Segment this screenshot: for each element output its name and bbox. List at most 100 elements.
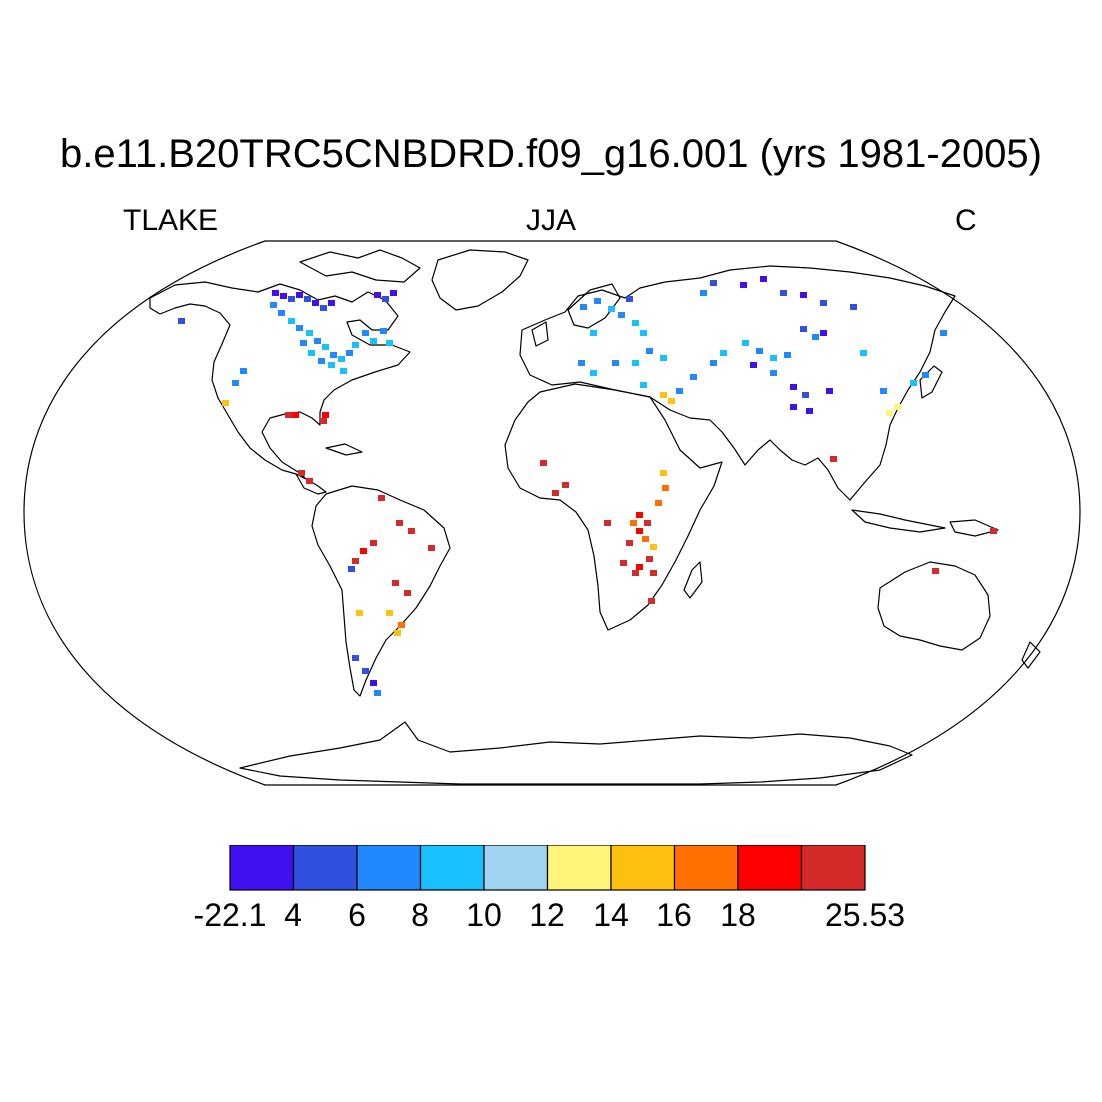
lake-cell: [740, 282, 747, 288]
lake-cell: [340, 368, 347, 374]
lake-cell: [650, 570, 657, 576]
lake-cell: [300, 340, 307, 346]
lake-cell: [322, 412, 329, 418]
lake-cell: [880, 388, 887, 394]
lake-cell: [720, 350, 727, 356]
lake-cell: [330, 352, 337, 358]
lake-cell: [338, 356, 345, 362]
lake-cell: [662, 485, 669, 491]
lake-cell: [322, 344, 329, 350]
lake-cell: [922, 372, 929, 378]
colorbar-swatch: [419, 845, 485, 891]
lake-cell: [668, 398, 675, 404]
lake-cell: [270, 302, 277, 308]
lake-cell: [618, 312, 625, 318]
lake-cell: [802, 392, 809, 398]
coast-africa: [504, 383, 723, 631]
lake-cell: [760, 276, 767, 282]
coast-madagascar: [683, 561, 703, 599]
lake-cell: [700, 290, 707, 296]
lake-cell: [362, 668, 369, 674]
lake-cell: [320, 305, 327, 311]
lake-cell: [390, 290, 397, 296]
lake-cell: [308, 350, 315, 356]
lake-cell: [800, 292, 807, 298]
lake-cell: [770, 355, 777, 361]
lake-cell: [356, 610, 363, 616]
lake-cell: [346, 350, 353, 356]
colorbar-tick-label: 25.53: [824, 897, 906, 933]
lake-cell: [660, 392, 667, 398]
lake-cell: [288, 296, 295, 302]
lake-cell: [382, 296, 389, 302]
lake-cell: [910, 380, 917, 386]
lake-cell: [362, 330, 369, 336]
lake-cell: [932, 568, 939, 574]
lake-cell: [328, 300, 335, 306]
lake-cell: [620, 560, 627, 566]
lake-cell: [352, 342, 359, 348]
coast-eurasia: [519, 265, 956, 501]
map-outline: [23, 240, 1081, 786]
variable-label: TLAKE: [123, 204, 219, 237]
lake-cell: [644, 520, 651, 526]
lake-cell: [370, 680, 377, 686]
coast-antarctica: [239, 721, 913, 785]
lake-cell: [178, 318, 185, 324]
lake-cell: [640, 382, 647, 388]
lake-cell: [404, 590, 411, 596]
colorbar-tick-label: 14: [593, 897, 629, 933]
lake-cell: [770, 370, 777, 376]
lake-cell: [392, 580, 399, 586]
lake-cell: [386, 340, 393, 346]
lake-cell: [640, 330, 647, 336]
lake-cell: [800, 326, 807, 332]
lake-cell: [790, 384, 797, 390]
lake-cell: [374, 292, 381, 298]
lake-cell: [784, 352, 791, 358]
colorbar-swatch: [546, 845, 612, 891]
lake-cell: [676, 388, 683, 394]
coast-greenland: [431, 249, 529, 311]
lake-cell: [742, 340, 749, 346]
lake-cell: [780, 290, 787, 296]
lake-cell: [328, 362, 335, 368]
lake-cell: [632, 360, 639, 366]
coast-south-america: [311, 485, 451, 697]
colorbar-tick-label: 4: [284, 897, 302, 933]
lake-cell: [820, 300, 827, 306]
colorbar-tick-label: 18: [720, 897, 756, 933]
lake-cell: [318, 358, 325, 364]
lake-cell: [352, 558, 359, 564]
lake-cell: [552, 490, 559, 496]
lake-cell: [626, 296, 633, 302]
lake-cell: [806, 408, 813, 414]
lake-cell: [630, 520, 637, 526]
lake-cell: [288, 318, 295, 324]
colorbar-tick-label: -22.1: [193, 897, 267, 933]
colorbar-swatch: [356, 845, 422, 891]
lake-cell: [360, 548, 367, 554]
lake-cell: [374, 690, 381, 696]
lake-cell: [940, 330, 947, 336]
lake-cell: [632, 570, 639, 576]
colorbar-tick-label: 12: [529, 897, 565, 933]
lake-cell: [790, 404, 797, 410]
lake-cell: [240, 368, 247, 374]
lake-cell: [850, 304, 857, 310]
lake-cell: [278, 310, 285, 316]
colorbar-swatch: [610, 845, 676, 891]
lake-cell: [348, 566, 355, 572]
lake-cell: [232, 380, 239, 386]
lake-cell: [826, 388, 833, 394]
coast-new-guinea: [949, 519, 999, 537]
colorbar-tick-label: 8: [411, 897, 429, 933]
lake-cell: [642, 536, 649, 542]
lake-cell: [636, 564, 643, 570]
lake-cell: [380, 328, 387, 334]
lake-cell: [285, 412, 292, 418]
lake-cell: [314, 338, 321, 344]
coast-british-isles: [531, 321, 549, 347]
lake-cell: [306, 478, 313, 484]
lake-cell: [648, 598, 655, 604]
